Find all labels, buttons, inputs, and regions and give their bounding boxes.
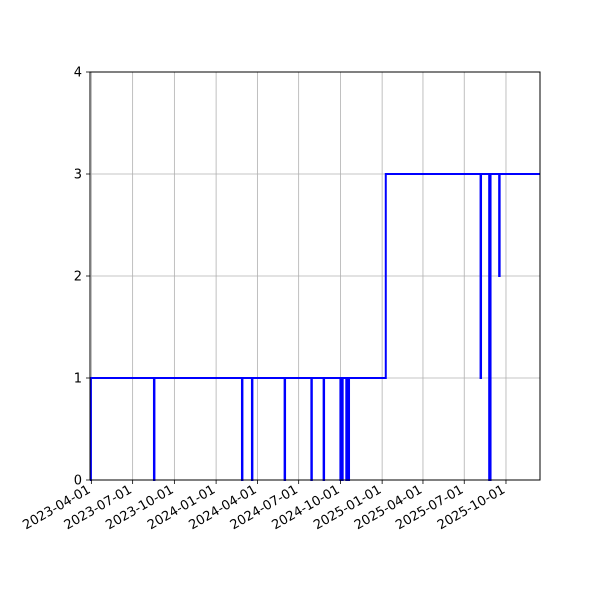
y-tick-label: 0 bbox=[74, 474, 82, 489]
y-tick-label: 3 bbox=[74, 168, 82, 183]
y-tick-label: 4 bbox=[74, 66, 82, 81]
y-tick-label: 2 bbox=[74, 270, 82, 285]
y-tick-label: 1 bbox=[74, 372, 82, 387]
